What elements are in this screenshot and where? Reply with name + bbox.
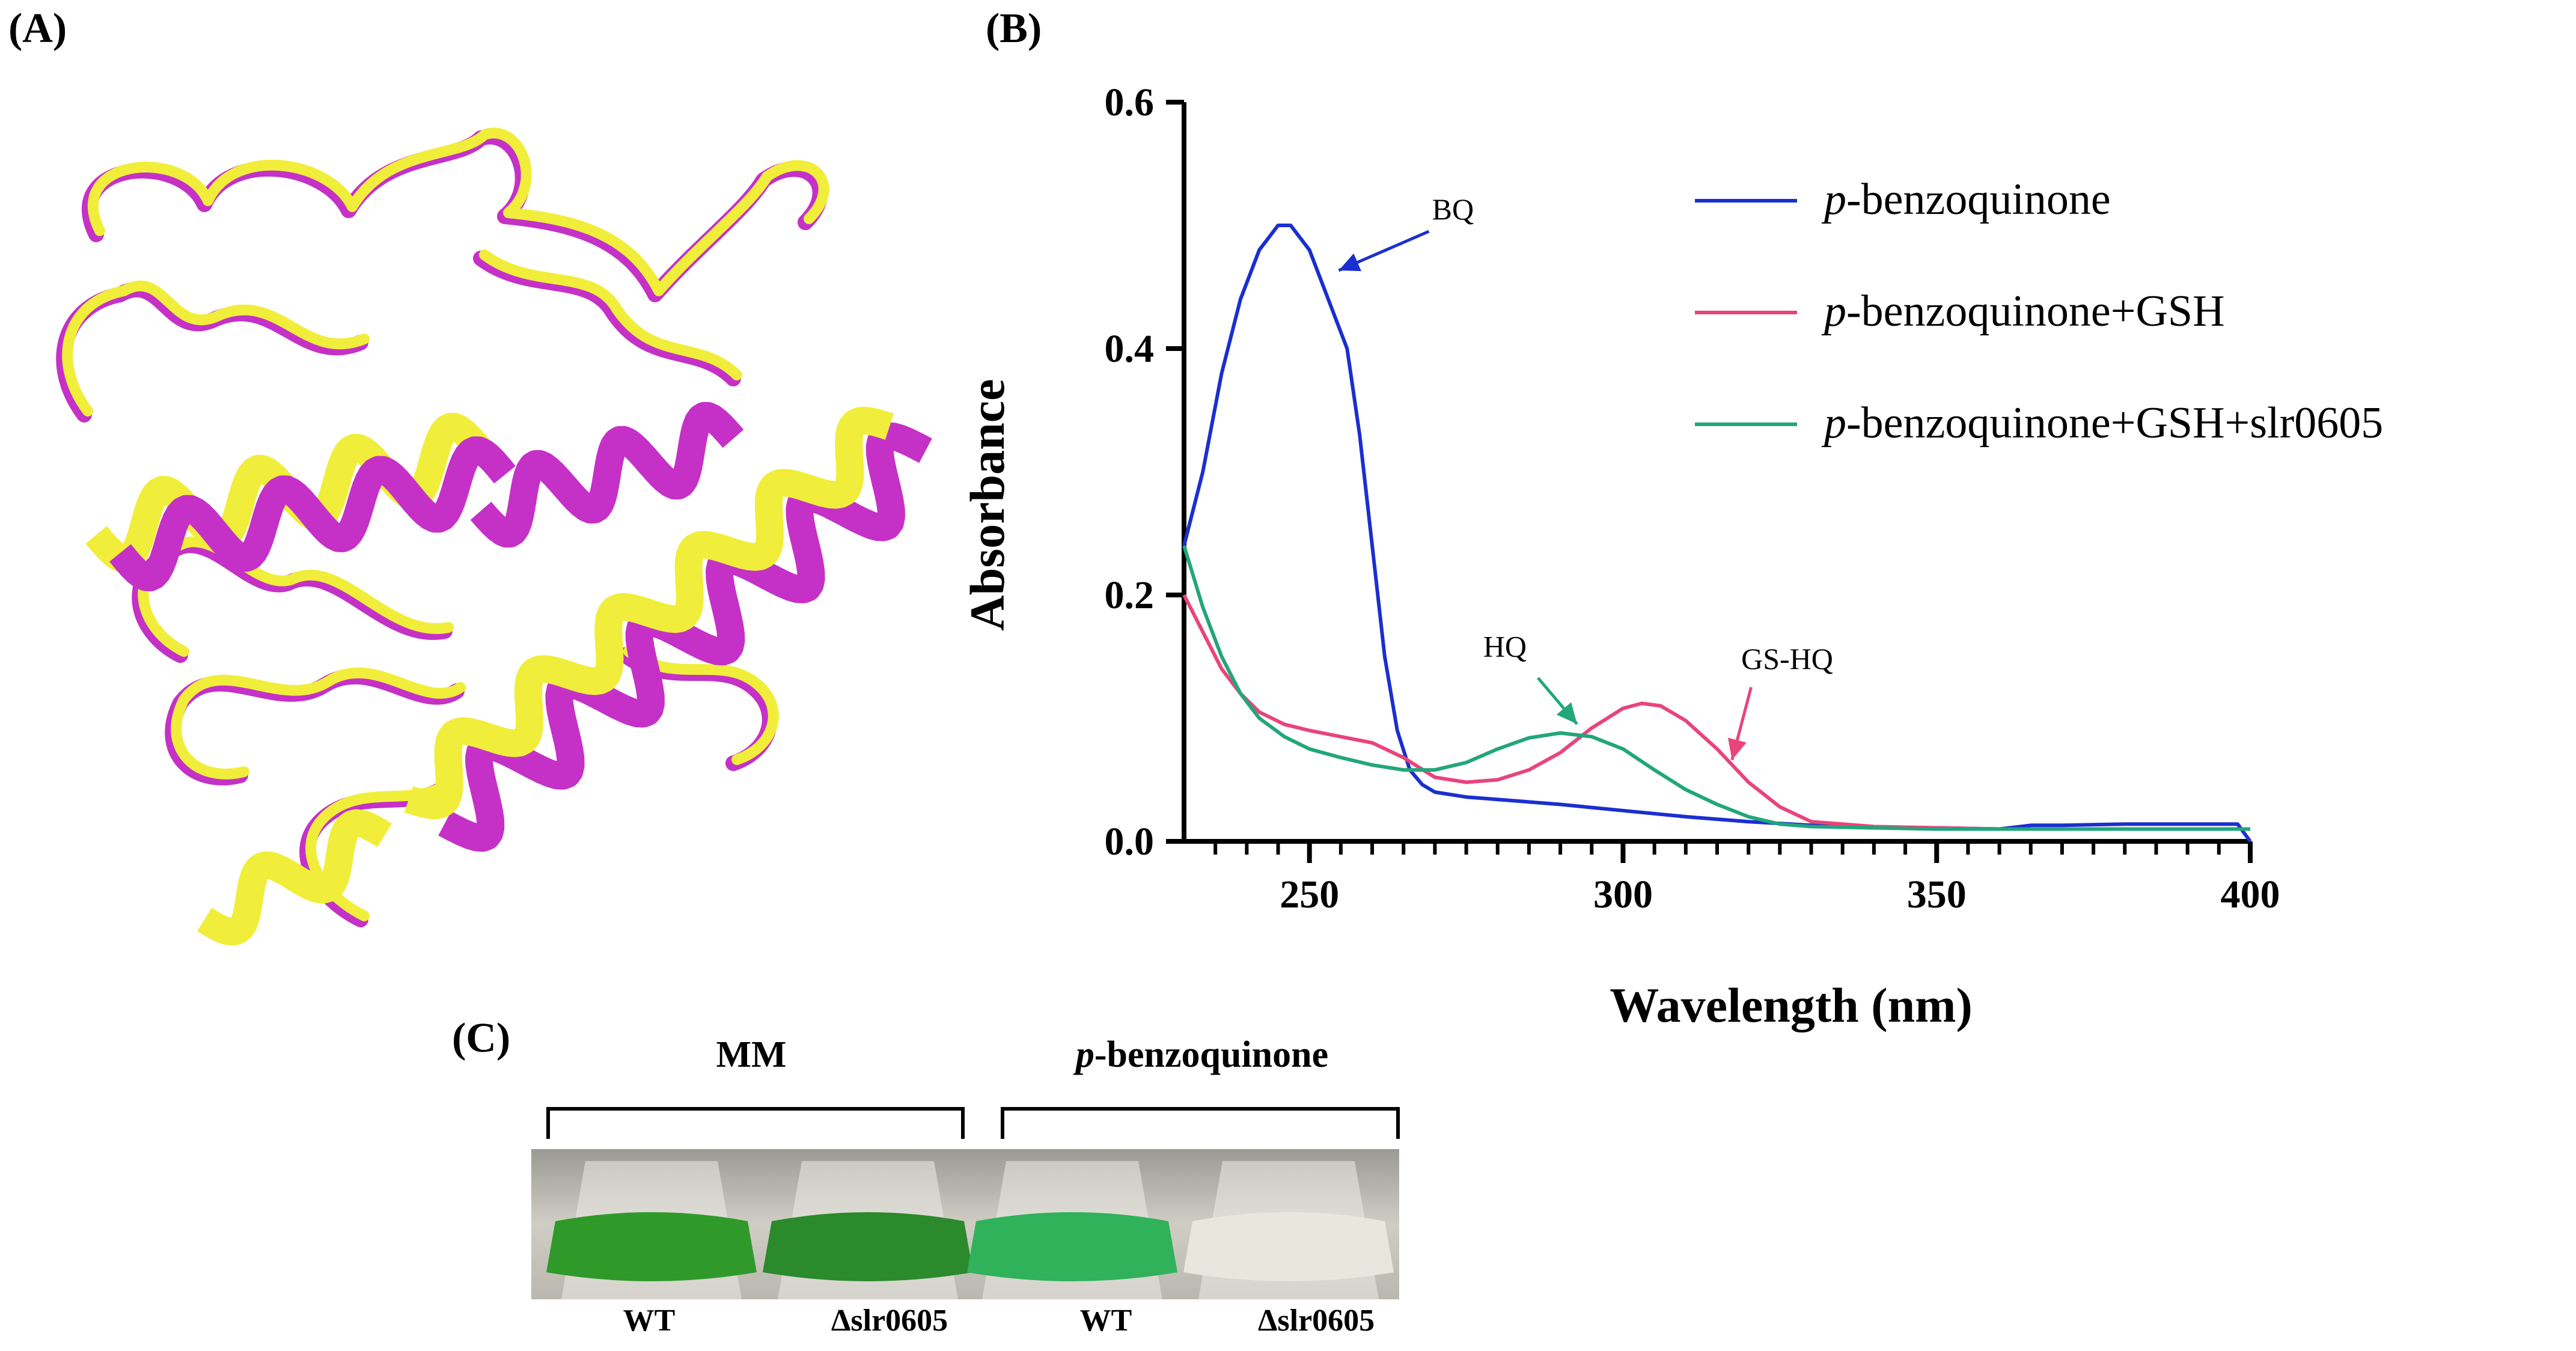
- bracket-mm: [546, 1107, 965, 1139]
- flask-label-mutant-benzoquinone: Δslr0605: [1257, 1304, 1375, 1338]
- x-tick-label: 300: [1593, 873, 1653, 916]
- coil-yellow-3: [171, 667, 466, 779]
- panel-a-label: (A): [8, 5, 67, 52]
- y-axis-title: Absorbance: [960, 379, 1015, 630]
- flask-photo: [531, 1149, 1399, 1299]
- chart-legend: p-benzoquinone p-benzoquinone+GSH p-benzoq…: [1695, 175, 2383, 448]
- helix-magenta-1: [109, 436, 516, 591]
- flask-culture: [967, 1212, 1177, 1281]
- absorbance-chart: 0.0 0.2 0.4 0.6 250 300 350 400 BQ HQ GS-HQ p-ben…: [960, 81, 2383, 1032]
- coil-yellow-1: [62, 280, 370, 416]
- series-line-3: [1182, 545, 2250, 831]
- helix-ribbons: [85, 401, 932, 946]
- annotation-label: BQ: [1432, 192, 1474, 226]
- flask-culture: [546, 1212, 757, 1281]
- panel-b-label: (B): [986, 5, 1042, 52]
- protein-structure-image: [56, 127, 932, 946]
- helix-magenta-3: [438, 422, 932, 852]
- flask-label-wt-mm: WT: [623, 1304, 676, 1338]
- annotation-arrowhead: [1556, 702, 1577, 724]
- chart-series: [1182, 224, 2252, 843]
- legend-label: p-benzoquinone+GSH: [1821, 287, 2225, 336]
- x-tick-label: 350: [1907, 873, 1967, 916]
- x-tick-label: 250: [1280, 873, 1339, 916]
- group-label-mm: MM: [716, 1034, 787, 1075]
- helix-yellow-3: [401, 406, 897, 820]
- series-line-1: [1182, 224, 2252, 843]
- bracket-benzoquinone: [1001, 1107, 1400, 1139]
- annotation-arrowhead: [1727, 737, 1747, 760]
- annotation-arrowhead: [1338, 253, 1361, 272]
- coil-yellow-6: [623, 646, 779, 765]
- x-axis-title: Wavelength (nm): [1610, 978, 1973, 1032]
- panel-c-label: (C): [452, 1015, 511, 1061]
- coil-yellow-5: [479, 249, 742, 380]
- legend-label: p-benzoquinone: [1821, 175, 2111, 224]
- annotation-label: HQ: [1483, 630, 1527, 663]
- chart-axes: 0.0 0.2 0.4 0.6 250 300 350 400: [1105, 81, 2280, 916]
- y-tick-label: 0.0: [1105, 820, 1155, 864]
- y-tick-label: 0.2: [1105, 573, 1155, 617]
- chart-annotations: BQ HQ GS-HQ: [1338, 192, 1833, 761]
- legend-label: p-benzoquinone+GSH+slr0605: [1821, 398, 2383, 448]
- group-label-benzoquinone: p-benzoquinone: [1075, 1034, 1329, 1075]
- flask-group: [546, 1161, 1394, 1299]
- flask-culture: [763, 1212, 973, 1281]
- y-tick-label: 0.4: [1105, 327, 1155, 371]
- coil-yellow-0: [87, 127, 829, 296]
- flask-label-mutant-mm: Δslr0605: [831, 1304, 948, 1338]
- flask-culture: [1183, 1212, 1394, 1281]
- y-tick-label: 0.6: [1105, 81, 1155, 124]
- flask-label-wt-benzoquinone: WT: [1079, 1304, 1132, 1338]
- annotation-label: GS-HQ: [1741, 642, 1833, 676]
- x-tick-label: 400: [2221, 873, 2280, 916]
- helix-magenta-2: [470, 401, 744, 548]
- helix-yellow-4: [197, 809, 392, 946]
